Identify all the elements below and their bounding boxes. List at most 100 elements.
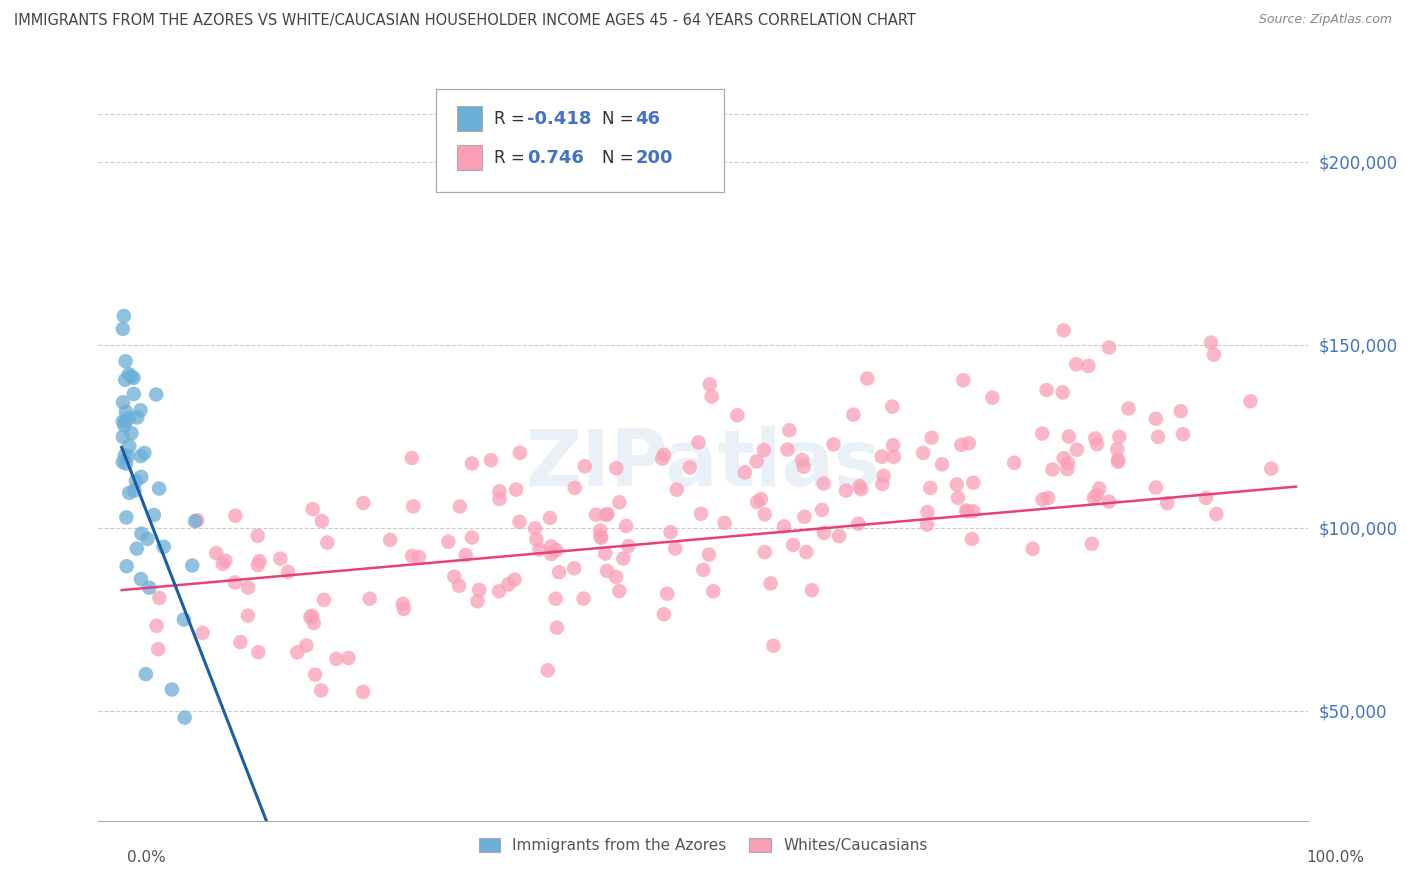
Point (981, 391, 1004, 405)
Text: -0.418: -0.418 (527, 110, 592, 128)
Point (605, 461, 627, 475)
Point (191, 626, 214, 640)
Point (1098, 494, 1121, 508)
Point (813, 476, 835, 491)
Point (813, 525, 835, 540)
Point (1107, 442, 1129, 457)
Point (111, 322, 134, 336)
Point (129, 572, 152, 586)
Point (112, 395, 135, 409)
Point (302, 615, 325, 630)
Point (1035, 383, 1057, 397)
Point (269, 551, 291, 566)
Point (1088, 482, 1111, 496)
Point (115, 559, 138, 574)
Point (524, 521, 547, 535)
Point (301, 502, 323, 516)
Point (605, 570, 627, 584)
Point (607, 584, 630, 599)
Point (295, 639, 318, 653)
Point (1066, 442, 1088, 457)
Point (488, 584, 510, 599)
Point (118, 486, 141, 500)
Point (915, 517, 938, 532)
Point (503, 573, 526, 587)
Point (1108, 430, 1130, 444)
Point (224, 575, 246, 590)
Point (725, 409, 748, 423)
Point (479, 453, 502, 467)
Point (114, 449, 136, 463)
Point (917, 505, 939, 519)
Text: 200: 200 (636, 149, 673, 167)
Point (131, 526, 153, 541)
Text: IMMIGRANTS FROM THE AZORES VS WHITE/CAUCASIAN HOUSEHOLDER INCOME AGES 45 - 64 YE: IMMIGRANTS FROM THE AZORES VS WHITE/CAUC… (14, 13, 915, 29)
Point (1083, 491, 1105, 505)
Point (546, 621, 568, 635)
Point (811, 503, 834, 517)
Point (759, 576, 782, 591)
Point (1057, 456, 1080, 470)
Point (609, 495, 631, 509)
Point (236, 581, 259, 595)
Point (1002, 456, 1025, 470)
Point (870, 450, 893, 464)
Point (1077, 359, 1099, 373)
Point (236, 608, 259, 623)
Point (793, 459, 815, 474)
Point (378, 533, 401, 547)
Point (312, 592, 335, 607)
Point (114, 373, 136, 387)
Point (596, 564, 619, 578)
Point (277, 565, 299, 579)
Text: 100.0%: 100.0% (1306, 850, 1364, 865)
Point (754, 508, 776, 522)
Point (960, 532, 983, 546)
Point (152, 540, 174, 554)
Point (1036, 491, 1059, 505)
Point (612, 551, 634, 566)
Point (595, 546, 617, 560)
Point (461, 531, 484, 545)
Point (962, 475, 984, 490)
Text: 46: 46 (636, 110, 661, 128)
Point (762, 639, 785, 653)
Point (589, 524, 612, 538)
Point (184, 514, 207, 528)
Point (790, 453, 813, 467)
Point (287, 645, 309, 659)
Point (118, 368, 141, 382)
Text: 0.0%: 0.0% (127, 850, 166, 865)
Point (793, 509, 815, 524)
Point (118, 411, 141, 425)
Point (956, 504, 979, 518)
Point (1144, 411, 1167, 425)
Point (526, 533, 548, 547)
Point (111, 414, 134, 428)
Point (454, 548, 477, 562)
Point (540, 547, 562, 561)
Point (214, 554, 236, 568)
Point (562, 561, 585, 575)
Point (1107, 453, 1129, 467)
Point (186, 513, 208, 527)
Point (115, 457, 138, 471)
Point (142, 508, 165, 522)
Point (1042, 462, 1064, 476)
Point (1081, 537, 1104, 551)
Point (950, 438, 973, 452)
Point (392, 602, 415, 616)
Point (911, 446, 934, 460)
Point (882, 400, 904, 414)
Point (115, 510, 138, 524)
Point (1031, 426, 1053, 441)
Point (952, 373, 974, 387)
Point (690, 507, 713, 521)
Point (120, 369, 142, 384)
Point (1085, 437, 1108, 451)
Point (596, 507, 619, 521)
Point (505, 483, 527, 497)
Point (173, 710, 195, 724)
Point (402, 500, 425, 514)
Point (921, 431, 943, 445)
